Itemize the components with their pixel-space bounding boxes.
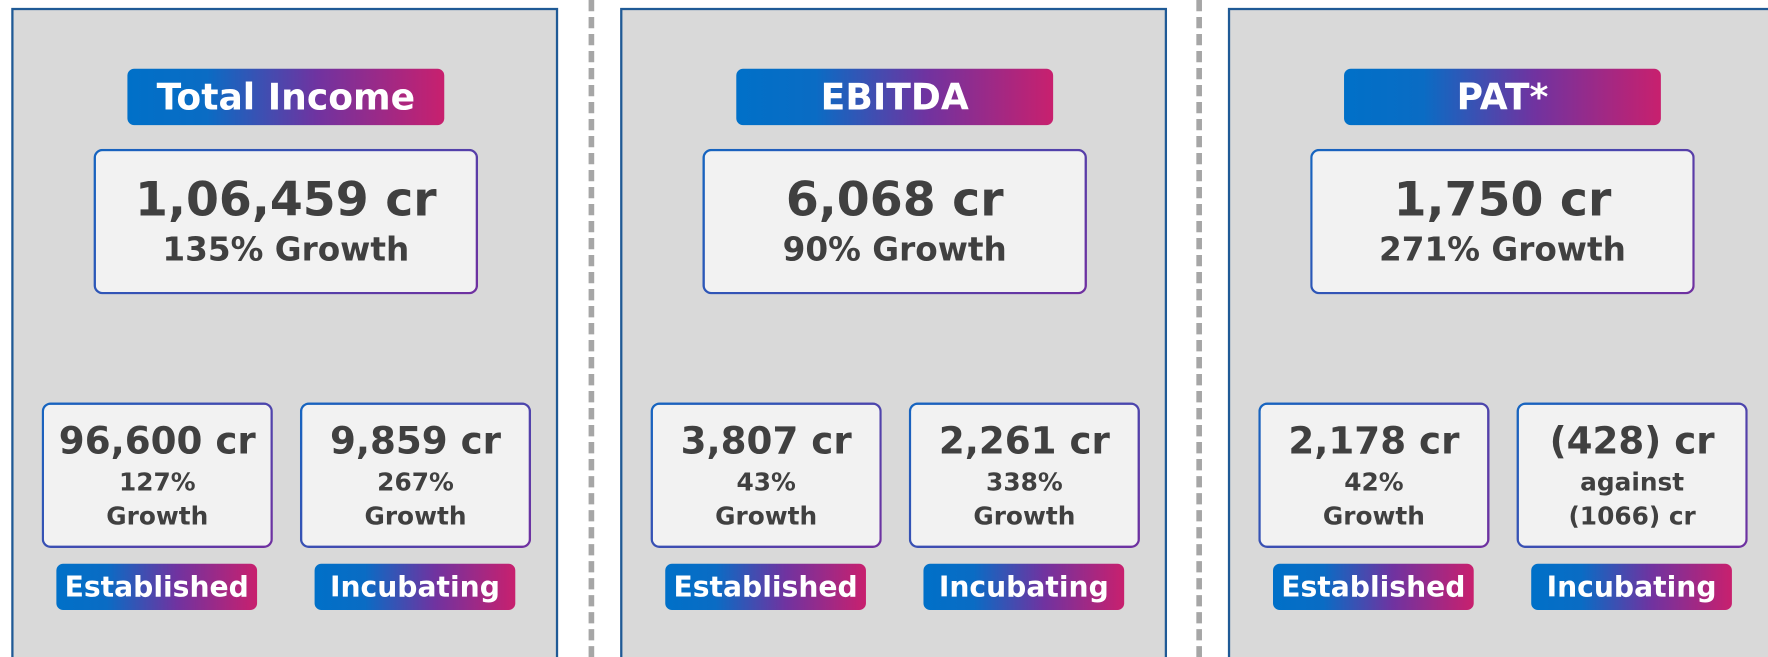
main-metric: 1,750 cr 271% Growth bbox=[1310, 149, 1694, 294]
main-metric: 1,06,459 cr 135% Growth bbox=[94, 149, 478, 294]
main-value: 1,750 cr bbox=[1393, 171, 1612, 227]
segment-line: Growth bbox=[364, 502, 467, 532]
segment-line: 42% bbox=[1344, 469, 1404, 498]
segment-value: 3,807 cr bbox=[680, 418, 852, 463]
segment-metric: 2,178 cr 42% Growth bbox=[1258, 403, 1489, 548]
main-value: 1,06,459 cr bbox=[135, 171, 437, 227]
segment-value: 96,600 cr bbox=[58, 418, 256, 463]
segment-line: Growth bbox=[1322, 502, 1425, 532]
segment-value: (428) cr bbox=[1549, 418, 1715, 463]
segment-line: (1066) cr bbox=[1568, 502, 1696, 532]
segment-metric: 2,261 cr 338% Growth bbox=[909, 403, 1140, 548]
segment-line: Growth bbox=[106, 502, 209, 532]
segment-line: 127% bbox=[118, 469, 196, 498]
segment-label: Incubating bbox=[923, 563, 1125, 611]
segment-line: 338% bbox=[986, 469, 1063, 498]
panel-title: EBITDA bbox=[736, 68, 1054, 126]
segment-line: 43% bbox=[736, 469, 796, 498]
main-metric: 6,068 cr 90% Growth bbox=[702, 149, 1086, 294]
segment-value: 2,178 cr bbox=[1288, 418, 1460, 463]
panel-title: Total Income bbox=[127, 68, 445, 126]
segment-label: Incubating bbox=[314, 563, 516, 611]
segment-metric: 9,859 cr 267% Growth bbox=[300, 403, 531, 548]
separator bbox=[588, 0, 595, 657]
segment-value: 9,859 cr bbox=[329, 418, 502, 463]
segment-line: against bbox=[1580, 469, 1685, 498]
segment-metric: 3,807 cr 43% Growth bbox=[651, 403, 882, 548]
segment-label: Established bbox=[56, 563, 258, 611]
segment-line: Growth bbox=[715, 502, 818, 532]
segment-label: Established bbox=[665, 563, 866, 611]
segment-label: Incubating bbox=[1531, 563, 1732, 611]
segment-metric: 96,600 cr 127% Growth bbox=[42, 403, 273, 548]
segment-value: 2,261 cr bbox=[938, 418, 1110, 463]
main-growth: 90% Growth bbox=[782, 230, 1007, 269]
main-value: 6,068 cr bbox=[785, 171, 1004, 227]
segment-line: 267% bbox=[377, 469, 454, 498]
segment-metric: (428) cr against (1066) cr bbox=[1517, 403, 1748, 548]
separator bbox=[1196, 0, 1202, 657]
panel-title: PAT* bbox=[1344, 68, 1661, 126]
main-growth: 271% Growth bbox=[1378, 230, 1626, 269]
main-growth: 135% Growth bbox=[162, 230, 410, 269]
segment-label: Established bbox=[1273, 563, 1474, 611]
segment-line: Growth bbox=[973, 502, 1076, 532]
